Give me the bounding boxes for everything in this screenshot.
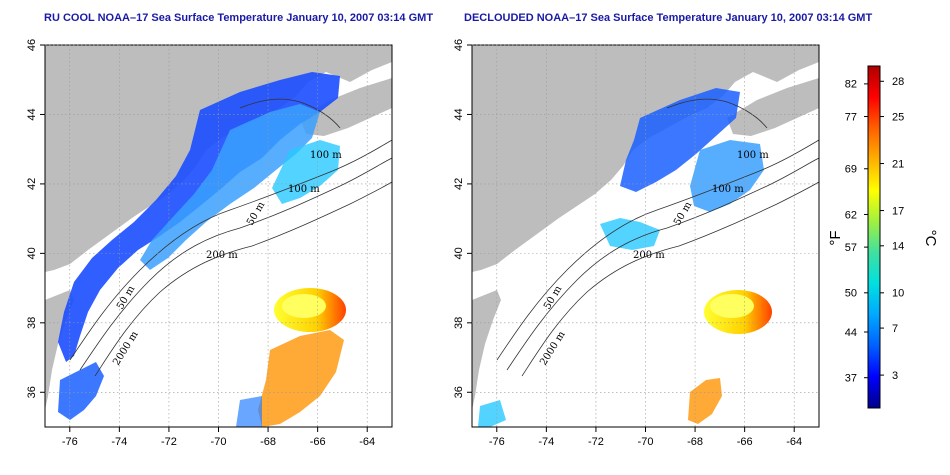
colorbar: 82 77 69 62 57 50 44 37 28 25 21 17 14 10 7 3 °F °C [827,65,939,409]
right-land-novascotia [727,78,819,136]
colorbar-f-label-7: 37 [845,373,857,385]
right-tick-label-lon-4: -68 [687,436,703,448]
right-land-coast [472,290,501,410]
right-sst-cold-shelf [620,88,740,192]
right-map-title: DECLOUDED NOAA–17 Sea Surface Temperatur… [464,12,873,24]
left-tick-label-lat-1: 38 [26,317,38,329]
left-map-grid [45,44,392,427]
left-land-coast [45,290,74,410]
colorbar-f-label-1: 77 [845,111,857,123]
left-land-novascotia [300,78,392,136]
colorbar-f-label-0: 82 [845,79,857,91]
right-tick-label-lat-5: 46 [453,39,465,51]
left-map-ticks: -76 -74 -72 -70 -68 -66 -64 36 38 40 42 44 46 [26,39,375,448]
right-isobaths [496,98,819,377]
right-contour-label-1: 100 m [737,150,769,161]
right-tick-label-lat-0: 36 [453,386,465,398]
left-warm-eddy-core [282,294,326,318]
right-warm-eddy-core [710,294,754,318]
right-tick-label-lon-5: -66 [737,436,753,448]
left-warm-streak [258,330,344,427]
left-tick-label-lon-4: -68 [260,436,276,448]
right-tick-label-lat-3: 42 [453,178,465,190]
colorbar-c-label-7: 3 [892,370,898,382]
right-map-ticks: -76 -74 -72 -70 -68 -66 -64 36 38 40 42 44 46 [453,39,802,448]
left-contour-label-2: 100 m [288,184,320,195]
left-tick-label-lat-2: 40 [26,247,38,259]
colorbar-c-label-0: 28 [892,76,904,88]
fahrenheit-label: °F [827,230,844,245]
left-tick-label-lon-1: -74 [111,436,127,448]
colorbar-f-label-4: 57 [845,242,857,254]
colorbar-bar [867,65,881,409]
left-map-content [45,45,392,427]
colorbar-c-label-3: 17 [892,205,904,217]
left-contour-label-4: 200 m [206,250,238,261]
left-tick-label-lat-4: 44 [26,108,38,120]
right-land-north [472,45,819,272]
celsius-label: °C [922,230,939,247]
left-tick-label-lat-5: 46 [26,39,38,51]
right-tick-label-lat-4: 44 [453,108,465,120]
right-contour-label-2: 100 m [712,184,744,195]
right-sst-cool-west [600,218,660,250]
right-tick-label-lat-1: 38 [453,317,465,329]
left-tick-label-lon-5: -66 [310,436,326,448]
right-sst-cool-mid [690,140,764,212]
left-tick-label-lat-3: 42 [26,178,38,190]
colorbar-celsius-ticks: 28 25 21 17 14 10 7 3 [880,76,904,382]
right-cool-edge [478,400,506,427]
right-map-grid [472,44,819,427]
right-tick-label-lon-1: -74 [538,436,554,448]
left-tick-label-lon-2: -72 [161,436,177,448]
left-tick-label-lon-0: -76 [62,436,78,448]
left-tick-label-lon-6: -64 [359,436,375,448]
colorbar-f-label-3: 62 [845,209,857,221]
colorbar-c-label-5: 10 [892,288,904,300]
right-contour-label-4: 200 m [633,250,665,261]
colorbar-f-label-2: 69 [845,164,857,176]
left-tick-label-lon-3: -70 [211,436,227,448]
right-tick-label-lon-0: -76 [489,436,505,448]
left-cool-south [236,396,262,427]
left-sst-cool-inner [140,104,320,270]
right-tick-label-lon-3: -70 [638,436,654,448]
right-tick-label-lon-2: -72 [588,436,604,448]
colorbar-c-label-4: 14 [892,241,904,253]
colorbar-fahrenheit-ticks: 82 77 69 62 57 50 44 37 [845,79,868,385]
colorbar-c-label-6: 7 [892,323,898,335]
right-warm-streak [688,378,722,424]
colorbar-c-label-2: 21 [892,158,904,170]
left-isobaths [69,98,392,377]
left-map-title: RU COOL NOAA–17 Sea Surface Temperature … [44,12,434,24]
left-contour-label-1: 100 m [310,150,342,161]
colorbar-f-label-5: 50 [845,288,857,300]
colorbar-f-label-6: 44 [845,327,857,339]
right-map-content [472,45,819,427]
left-tick-label-lat-0: 36 [26,386,38,398]
right-tick-label-lon-6: -64 [786,436,802,448]
left-land-north [45,45,392,272]
right-tick-label-lat-2: 40 [453,247,465,259]
colorbar-c-label-1: 25 [892,111,904,123]
